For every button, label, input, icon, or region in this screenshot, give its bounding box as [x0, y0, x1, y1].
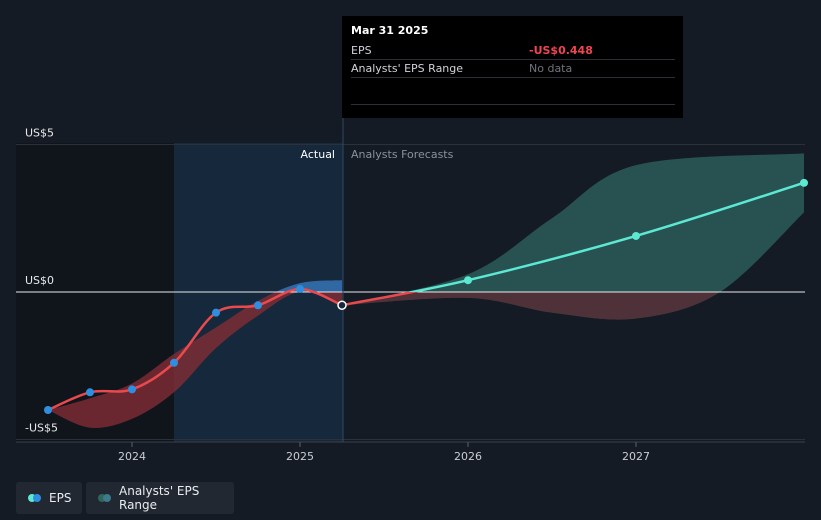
eps-point-actual-5	[254, 301, 262, 310]
eps-tooltip: Mar 31 2025 EPS -US$0.448 Analysts' EPS …	[342, 16, 683, 118]
range-area-forecast	[342, 153, 804, 320]
eps-point-forecast-2	[632, 231, 640, 240]
tooltip-range-label: Analysts' EPS Range	[351, 62, 464, 75]
range-legend-icon	[98, 494, 111, 502]
y-tick-label-2: -US$5	[25, 422, 58, 435]
eps-point-actual-6	[296, 285, 304, 294]
eps-point-actual-4	[212, 308, 220, 317]
tooltip-eps-value: -US$0.448	[529, 44, 593, 57]
eps-line-forecast	[406, 181, 805, 292]
x-tick-label-0: 2024	[118, 450, 146, 463]
legend-range-button[interactable]: Analysts' EPS Range	[86, 482, 234, 514]
eps-point-actual-7	[337, 300, 347, 310]
legend-range-label: Analysts' EPS Range	[119, 484, 200, 512]
tooltip-range-value: No data	[529, 62, 573, 75]
eps-point-actual-1	[86, 388, 94, 397]
eps-legend-icon	[28, 494, 41, 502]
range-area-forecast-negative	[342, 292, 720, 320]
forecast-label: Analysts Forecasts	[351, 148, 454, 161]
tooltip-date: Mar 31 2025	[351, 24, 429, 37]
y-tick-label-0: US$5	[25, 127, 54, 140]
eps-point-forecast-1	[464, 276, 472, 285]
eps-point-actual-0	[44, 406, 52, 414]
x-tick-label-3: 2027	[622, 450, 650, 463]
tooltip-eps-label: EPS	[351, 44, 372, 57]
eps-line-forecast-negative	[341, 292, 420, 307]
tooltip-eps-row: EPS -US$0.448	[351, 42, 675, 60]
eps-point-actual-3	[170, 358, 178, 367]
x-tick-label-1: 2025	[286, 450, 314, 463]
x-tick-label-2: 2026	[454, 450, 482, 463]
eps-line-actual	[47, 287, 343, 412]
tooltip-range-row: Analysts' EPS Range No data	[351, 60, 675, 78]
actual-label: Actual	[301, 148, 335, 161]
legend-eps-label: EPS	[49, 491, 72, 505]
legend-eps-button[interactable]: EPS	[16, 482, 82, 514]
eps-point-actual-2	[128, 385, 136, 394]
eps-point-forecast-3	[800, 178, 808, 187]
y-tick-label-1: US$0	[25, 274, 54, 287]
tooltip-spacer	[351, 78, 675, 105]
